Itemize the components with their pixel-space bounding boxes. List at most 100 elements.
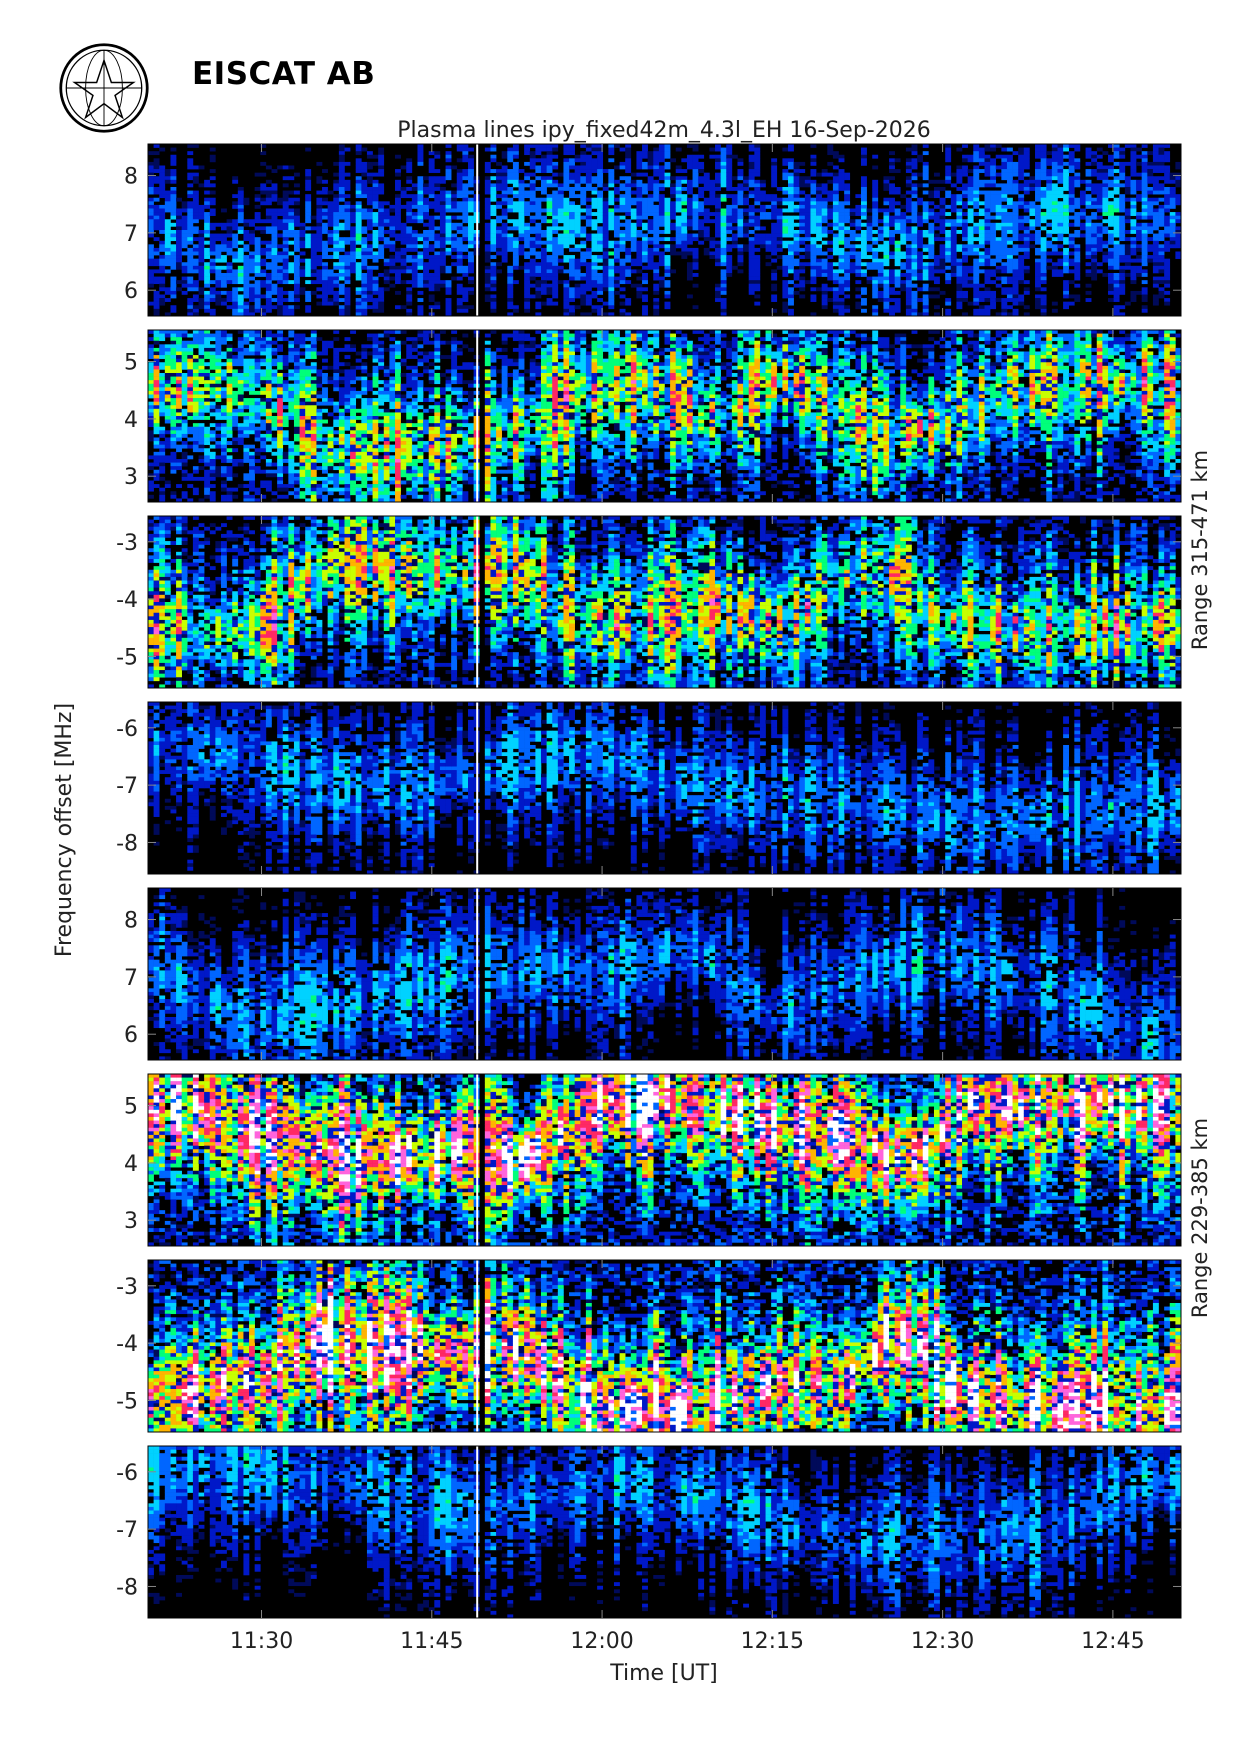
spectrogram-cell [199, 266, 205, 270]
spectrogram-cell [193, 269, 199, 273]
spectrogram-cell [283, 209, 289, 213]
spectrogram-cell [238, 302, 244, 306]
spectrogram-cell [215, 269, 221, 273]
spectrogram-cell [193, 205, 199, 209]
spectrogram-cell [232, 259, 238, 263]
spectrogram-cell [193, 244, 199, 248]
spectrogram-cell [232, 234, 238, 238]
spectrogram-cell [288, 234, 294, 238]
spectrogram-cell [266, 230, 272, 234]
spectrogram-cell [187, 173, 193, 177]
spectrogram-cell [148, 273, 154, 277]
spectrogram-cell [210, 269, 216, 273]
spectrogram-cell [255, 241, 261, 245]
spectrogram-cell [249, 295, 255, 299]
spectrogram-cell [249, 262, 255, 266]
spectrogram-cell [187, 158, 193, 162]
spectrogram-cell [210, 262, 216, 266]
spectrogram-cell [154, 226, 160, 230]
spectrogram-cell [221, 234, 227, 238]
spectrogram-cell [159, 280, 165, 284]
spectrogram-cell [187, 144, 193, 148]
spectrogram-cell [272, 226, 278, 230]
spectrogram-cell [204, 226, 210, 230]
spectrogram-cell [204, 309, 210, 313]
spectrogram-cell [288, 291, 294, 295]
spectrogram-cell [199, 259, 205, 263]
spectrogram-cell [266, 166, 272, 170]
spectrogram-cell [266, 298, 272, 302]
spectrogram-cell [187, 262, 193, 266]
spectrogram-cell [210, 259, 216, 263]
spectrogram-cell [266, 302, 272, 306]
spectrogram-cell [238, 252, 244, 256]
spectrogram-cell [187, 219, 193, 223]
spectrogram-cell [154, 144, 160, 148]
spectrogram-cell [187, 223, 193, 227]
spectrogram-cell [227, 266, 233, 270]
spectrogram-cell [176, 259, 182, 263]
spectrogram-cell [227, 248, 233, 252]
spectrogram-cell [193, 212, 199, 216]
spectrogram-cell [221, 291, 227, 295]
spectrogram-cell [283, 216, 289, 220]
spectrogram-cell [193, 252, 199, 256]
spectrogram-cell [159, 180, 165, 184]
spectrogram-cell [193, 180, 199, 184]
spectrogram-cell [238, 226, 244, 230]
spectrogram-cell [232, 226, 238, 230]
spectrogram-cell [232, 252, 238, 256]
spectrogram-cell [154, 269, 160, 273]
spectrogram-cell [288, 280, 294, 284]
spectrogram-cell [148, 216, 154, 220]
spectrogram-cell [283, 280, 289, 284]
spectrogram-cell [165, 298, 171, 302]
spectrogram-cell [204, 262, 210, 266]
spectrogram-cell [165, 291, 171, 295]
spectrogram-cell [283, 262, 289, 266]
spectrogram-cell [283, 166, 289, 170]
spectrogram-cell [255, 273, 261, 277]
spectrogram-cell [204, 266, 210, 270]
spectrogram-cell [283, 176, 289, 180]
spectrogram-cell [221, 226, 227, 230]
spectrogram-cell [193, 237, 199, 241]
spectrogram-cell [260, 219, 266, 223]
spectrogram-cell [266, 287, 272, 291]
spectrogram-cell [260, 230, 266, 234]
spectrogram-cell [182, 226, 188, 230]
spectrogram-cell [154, 151, 160, 155]
spectrogram-cell [215, 234, 221, 238]
spectrogram-cell [204, 198, 210, 202]
spectrogram-cell [170, 205, 176, 209]
spectrogram-cell [193, 305, 199, 309]
spectrogram-cell [159, 284, 165, 288]
spectrogram-cell [154, 166, 160, 170]
spectrogram-cell [159, 176, 165, 180]
spectrogram-cell [215, 266, 221, 270]
spectrogram-cell [277, 287, 283, 291]
spectrogram-cell [260, 248, 266, 252]
spectrogram-cell [170, 244, 176, 248]
spectrogram-cell [255, 295, 261, 299]
spectrogram-cell [238, 259, 244, 263]
spectrogram-cell [210, 295, 216, 299]
spectrogram-cell [283, 191, 289, 195]
spectrogram-cell [227, 230, 233, 234]
spectrogram-cell [272, 216, 278, 220]
spectrogram-cell [159, 219, 165, 223]
spectrogram-cell [260, 269, 266, 273]
spectrogram-cell [288, 216, 294, 220]
spectrogram-cell [210, 266, 216, 270]
spectrogram-cell [210, 252, 216, 256]
spectrogram-cell [170, 201, 176, 205]
spectrogram-cell [283, 223, 289, 227]
spectrogram-cell [159, 173, 165, 177]
spectrogram-cell [193, 173, 199, 177]
spectrogram-cell [272, 255, 278, 259]
spectrogram-cell [232, 273, 238, 277]
spectrogram-cell [243, 259, 249, 263]
spectrogram-cell [243, 230, 249, 234]
spectrogram-cell [232, 305, 238, 309]
spectrogram-cell [272, 269, 278, 273]
